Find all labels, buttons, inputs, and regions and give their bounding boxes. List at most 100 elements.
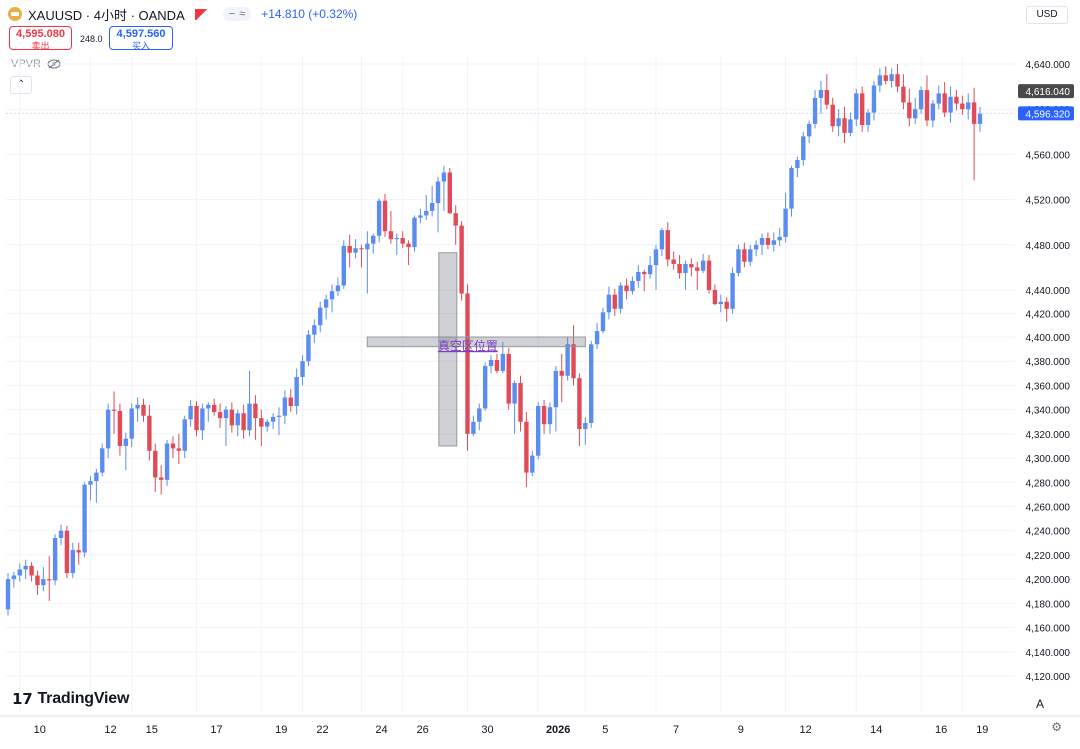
x-tick-label: 14 [870, 724, 882, 736]
candle-body [394, 238, 399, 240]
candle-body [188, 406, 193, 420]
candle-body [506, 353, 511, 404]
candle-body [58, 530, 64, 538]
y-tick-label: 4,480.000 [1026, 241, 1071, 252]
x-tick-label: 9 [738, 724, 744, 736]
candle-body [11, 575, 17, 580]
x-tick-label: 15 [146, 724, 158, 736]
candle-body [306, 334, 311, 362]
candle-body [571, 344, 576, 379]
auto-scale-button[interactable]: A [1035, 697, 1044, 711]
vacuum-zone-label: 真空区位置 [438, 338, 498, 353]
candle-body [282, 397, 288, 416]
symbol-title[interactable]: XAUUSD · 4小时 · OANDA [28, 7, 185, 23]
price-marker-label: 4,616.040 [1026, 87, 1071, 98]
x-tick-label: 7 [673, 724, 679, 736]
x-tick-label: 5 [602, 724, 608, 736]
price-change: +14.810 (+0.32%) [261, 7, 358, 21]
candle-body [942, 93, 947, 113]
gear-icon[interactable]: ⚙ [1051, 720, 1062, 734]
candle-body [724, 301, 729, 309]
flag-icon[interactable] [194, 8, 207, 20]
chevron-up-icon: ⌃ [16, 79, 26, 90]
candle-body [300, 361, 305, 377]
candle-body [94, 472, 99, 482]
sell-button[interactable]: 4,595.080 卖出 [9, 26, 72, 51]
buy-button[interactable]: 4,597.560 买入 [109, 26, 173, 51]
candle-body [64, 530, 70, 574]
candle-body [341, 245, 346, 286]
candle-body [223, 409, 229, 419]
candle-body [948, 96, 953, 113]
y-tick-label: 4,200.000 [1026, 575, 1071, 586]
logo-text: TradingView [37, 690, 130, 707]
candle-body [718, 301, 723, 305]
candle-body [477, 408, 482, 422]
candle-body [371, 235, 376, 244]
candle-body [176, 448, 182, 451]
candle-body [836, 118, 841, 127]
x-tick-label: 17 [210, 724, 222, 736]
tradingview-logo[interactable]: 𝟭𝟳 TradingView [12, 690, 129, 708]
y-tick-label: 4,340.000 [1026, 406, 1071, 417]
candle-body [441, 172, 447, 182]
candle-body [559, 370, 564, 376]
candle-body [265, 421, 270, 427]
candle-body [200, 408, 205, 431]
candle-body [164, 443, 170, 480]
candle-body [100, 448, 105, 473]
candle-body [247, 403, 252, 431]
candle-body [82, 484, 87, 553]
candle-body [141, 404, 146, 416]
candle-body [376, 200, 382, 236]
candle-body [153, 450, 158, 478]
candle-body [335, 285, 341, 292]
candle-body [541, 406, 547, 425]
candle-body [913, 109, 918, 119]
y-tick-label: 4,280.000 [1026, 478, 1071, 489]
compare-pill[interactable]: − ≈ [222, 7, 252, 21]
price-markers: 4,616.040 4,596.320 [1018, 84, 1074, 121]
y-tick-label: 4,400.000 [1026, 333, 1071, 344]
candle-body [365, 243, 370, 250]
price-marker-label: 4,596.320 [1026, 109, 1071, 120]
candle-body [748, 249, 753, 262]
candle-body [329, 291, 335, 300]
candle-body [294, 376, 299, 407]
candle-body [966, 102, 971, 110]
candle-body [960, 103, 965, 110]
candle-body [347, 245, 352, 253]
y-tick-label: 4,560.000 [1026, 150, 1071, 161]
candle-body [753, 244, 759, 250]
candle-body [589, 344, 594, 423]
candle-body [359, 248, 364, 250]
candle-body [123, 438, 129, 446]
candle-body [854, 93, 859, 120]
candle-body [235, 413, 240, 426]
candle-body [29, 565, 34, 576]
candle-body [865, 112, 871, 126]
candle-body [206, 404, 211, 409]
candle-body [618, 285, 623, 309]
candle-body [706, 260, 712, 290]
y-tick-label: 4,300.000 [1026, 454, 1071, 465]
candle-body [954, 96, 959, 104]
x-tick-label: 12 [799, 724, 811, 736]
candle-body [795, 160, 800, 168]
candle-body [689, 264, 694, 268]
collapse-button[interactable]: ⌃ [10, 76, 32, 94]
candle-body [695, 267, 700, 271]
candle-body [600, 312, 606, 332]
candle-body [977, 113, 983, 124]
candle-body [577, 378, 582, 430]
candle-body [488, 360, 494, 367]
symbol-header[interactable]: XAUUSD · 4小时 · OANDA − ≈ +14.810 (+0.32%… [8, 4, 357, 24]
candle-body [5, 579, 11, 610]
currency-selector[interactable]: USD [1026, 6, 1068, 24]
candle-body [736, 249, 741, 274]
candle-body [459, 225, 464, 294]
y-tick-label: 4,360.000 [1026, 381, 1071, 392]
candle-body [712, 290, 718, 305]
y-tick-label: 4,520.000 [1026, 196, 1071, 207]
